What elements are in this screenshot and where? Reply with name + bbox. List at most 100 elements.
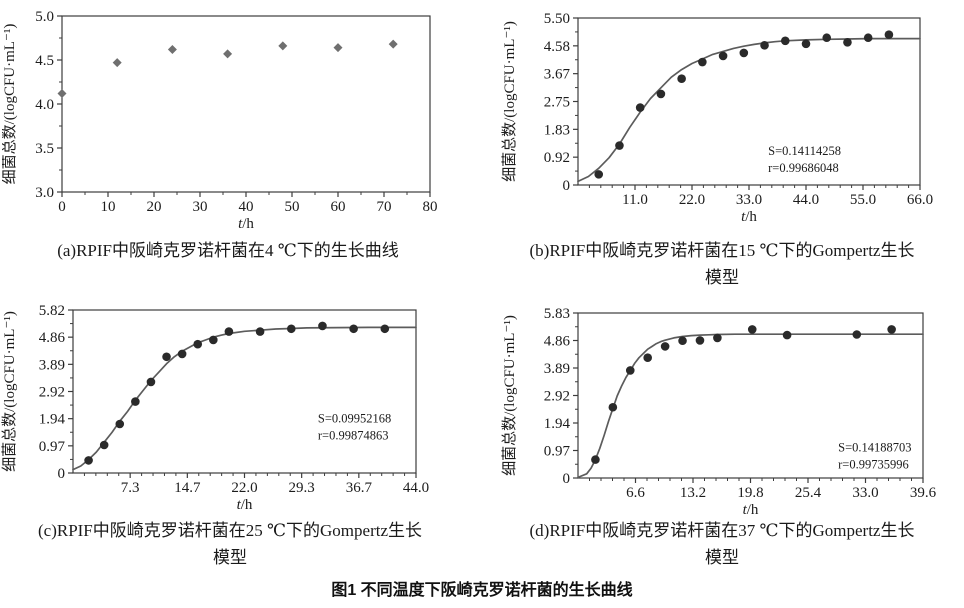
data-point: [594, 170, 604, 179]
x-tick-label: 7.3: [121, 480, 140, 496]
x-tick-label: 33.0: [736, 192, 762, 208]
x-tick-label: 36.7: [346, 480, 373, 496]
data-point: [388, 39, 398, 49]
plot-box: [61, 15, 431, 193]
x-tick-label: 44.0: [403, 480, 429, 496]
data-point: [643, 353, 652, 363]
fit-stats-annotation: S=0.09952168: [318, 411, 391, 425]
data-point: [713, 333, 722, 343]
data-point: [760, 41, 769, 50]
data-point: [278, 41, 288, 51]
y-tick-label: 4.86: [544, 334, 571, 350]
x-tick-label: 50: [285, 199, 300, 215]
x-axis-label: t/h: [741, 209, 757, 225]
data-point: [112, 58, 122, 68]
data-point: [801, 39, 811, 49]
fit-curve: [72, 326, 417, 471]
y-tick-label: 2.75: [544, 95, 570, 111]
y-tick-label: 0: [563, 471, 571, 487]
fit-stats-annotation: r=0.99686048: [768, 161, 839, 175]
y-axis-label: 细菌总数/(logCFU·mL⁻¹): [501, 315, 518, 476]
y-tick-label: 3.89: [39, 357, 65, 373]
data-point: [223, 49, 233, 59]
x-tick-label: 22.0: [231, 480, 257, 496]
data-point: [167, 44, 177, 54]
x-tick-label: 11.0: [622, 192, 648, 208]
fit-stats-annotation: r=0.99735996: [838, 458, 909, 472]
data-point: [843, 37, 852, 47]
caption-line: (a)RPIF中阪崎克罗诺杆菌在4 ℃下的生长曲线: [57, 241, 399, 260]
data-point: [99, 440, 109, 450]
chart-c-plot: 7.3 14.7 22.0 29.3 36.7 44.0 0 0.97 1.94 2.92 3.89…: [1, 303, 429, 513]
data-point: [146, 377, 156, 387]
data-point: [625, 366, 635, 375]
data-point: [608, 402, 618, 412]
data-point: [695, 336, 705, 345]
x-tick-label: 14.7: [174, 480, 201, 496]
data-point: [84, 456, 93, 465]
chart-d-plot: 6.6 13.2 19.8 25.4 33.0 39.6 0 0.97 1.94 2.92 3.89…: [501, 306, 937, 518]
x-tick-label: 55.0: [850, 192, 876, 208]
data-point: [193, 339, 203, 349]
data-point: [635, 103, 645, 112]
data-point: [115, 419, 125, 429]
y-tick-label: 1.94: [39, 412, 66, 428]
chart-c-caption: (c)RPIF中阪崎克罗诺杆菌在25 ℃下的Gompertz生长 模型: [0, 517, 460, 571]
x-tick-label: 6.6: [626, 485, 645, 501]
data-point: [718, 51, 728, 61]
x-tick-label: 80: [423, 199, 438, 215]
x-tick-label: 66.0: [907, 192, 933, 208]
x-tick-label: 30: [193, 199, 208, 215]
y-tick-label: 5.0: [35, 9, 54, 25]
x-axis-label: t/h: [237, 497, 253, 513]
plot-box: [72, 309, 417, 474]
data-point: [678, 336, 687, 346]
data-point: [747, 325, 757, 334]
y-axis-label: 细菌总数/(logCFU·mL⁻¹): [2, 24, 18, 185]
y-tick-label: 0.97: [544, 443, 571, 459]
data-point: [660, 342, 670, 351]
y-axis-label: 细菌总数/(logCFU·mL⁻¹): [1, 311, 18, 472]
x-tick-label: 22.0: [679, 192, 705, 208]
data-point: [380, 324, 390, 334]
data-point: [698, 57, 707, 67]
y-tick-label: 3.0: [35, 185, 54, 201]
x-tick-label: 40: [239, 199, 254, 215]
chart-a-plot: 0 10 20 30 40 50 60 70 80 3.0 3.5 4.0 4.5 5.0 t/h 细菌总数/…: [2, 9, 438, 232]
data-point: [209, 335, 218, 345]
y-axis-label: 细菌总数/(logCFU·mL⁻¹): [501, 21, 518, 182]
plot-box: [577, 17, 921, 186]
y-tick-label: 0.92: [544, 150, 570, 166]
chart-b-caption: (b)RPIF中阪崎克罗诺杆菌在15 ℃下的Gompertz生长 模型: [480, 237, 964, 291]
caption-line: 模型: [705, 268, 739, 287]
y-tick-label: 0: [563, 178, 571, 194]
y-tick-label: 1.94: [544, 416, 571, 432]
y-tick-label: 5.82: [39, 303, 65, 319]
x-tick-label: 0: [58, 199, 66, 215]
y-tick-label: 4.0: [35, 97, 54, 113]
data-point: [677, 74, 686, 84]
data-point: [884, 30, 894, 39]
data-point: [131, 397, 140, 406]
fit-stats-annotation: S=0.14188703: [838, 441, 911, 455]
data-point: [887, 325, 896, 334]
data-point: [224, 327, 234, 336]
caption-line: (c)RPIF中阪崎克罗诺杆菌在25 ℃下的Gompertz生长: [37, 521, 423, 540]
data-point: [782, 330, 792, 340]
x-tick-label: 70: [377, 199, 392, 215]
data-point: [822, 33, 832, 43]
data-point: [615, 141, 624, 150]
data-point: [349, 324, 358, 334]
fit-curve: [577, 37, 921, 183]
chart-a-caption: (a)RPIF中阪崎克罗诺杆菌在4 ℃下的生长曲线: [2, 237, 454, 264]
y-tick-label: 0: [58, 466, 66, 482]
caption-line: (d)RPIF中阪崎克罗诺杆菌在37 ℃下的Gompertz生长: [529, 521, 915, 540]
x-axis-label: t/h: [743, 502, 759, 518]
data-point: [656, 89, 666, 99]
chart-d-caption: (d)RPIF中阪崎克罗诺杆菌在37 ℃下的Gompertz生长 模型: [480, 517, 964, 571]
y-tick-label: 2.92: [544, 389, 570, 405]
fit-stats-annotation: S=0.14114258: [768, 144, 841, 158]
figure-title: 图1 不同温度下阪崎克罗诺杆菌的生长曲线: [331, 582, 633, 599]
y-tick-label: 5.50: [544, 11, 570, 27]
